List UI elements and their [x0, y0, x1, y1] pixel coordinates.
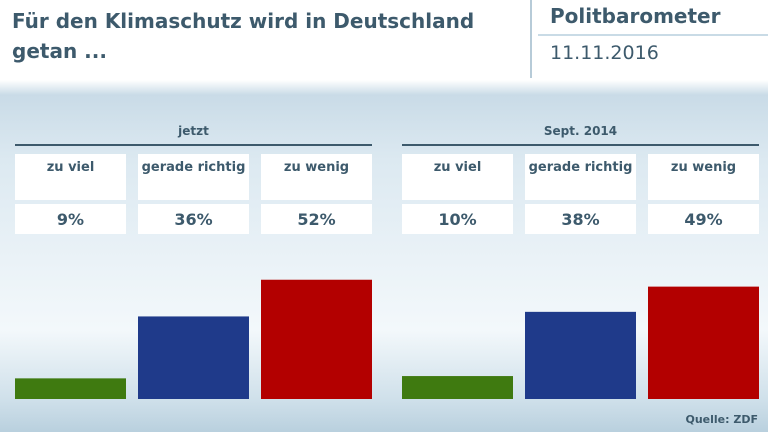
value-label: 36% — [138, 204, 249, 234]
group-label: jetzt — [178, 124, 209, 138]
group-panel-sept-2014: Sept. 2014 zu viel gerade richtig zu wen… — [402, 0, 759, 432]
value-label: 49% — [648, 204, 759, 234]
group-label: Sept. 2014 — [543, 124, 618, 138]
source-note: Quelle: ZDF — [685, 413, 759, 426]
header-title-box: Für den Klimaschutz wird in Deutschland … — [0, 0, 532, 78]
bar-zu-viel — [15, 378, 126, 399]
category-label: gerade richtig — [525, 154, 636, 200]
bar-zu-wenig — [261, 279, 372, 399]
category-label: zu viel — [15, 154, 126, 200]
bars-area — [402, 260, 759, 400]
chart-title: Für den Klimaschutz wird in Deutschland … — [12, 9, 475, 63]
bars-area — [15, 260, 372, 400]
brand-divider — [538, 34, 768, 36]
value-label: 9% — [15, 204, 126, 234]
bar-chart-svg — [15, 279, 372, 399]
group-divider — [15, 144, 372, 146]
group-divider — [402, 144, 759, 146]
category-label: gerade richtig — [138, 154, 249, 200]
bar-gerade-richtig — [525, 311, 636, 399]
category-label: zu viel — [402, 154, 513, 200]
bar-zu-viel — [402, 376, 513, 399]
value-label: 52% — [261, 204, 372, 234]
brand-name: Politbarometer — [550, 4, 721, 28]
bar-zu-wenig — [648, 286, 759, 399]
value-label: 38% — [525, 204, 636, 234]
category-label: zu wenig — [261, 154, 372, 200]
group-panel-jetzt: jetzt zu viel gerade richtig zu wenig 9%… — [15, 0, 372, 432]
value-label: 10% — [402, 204, 513, 234]
survey-date: 11.11.2016 — [550, 42, 659, 64]
bar-chart-svg — [402, 286, 759, 399]
header-brand-box: Politbarometer 11.11.2016 — [538, 0, 768, 78]
bar-gerade-richtig — [138, 316, 249, 399]
category-label: zu wenig — [648, 154, 759, 200]
